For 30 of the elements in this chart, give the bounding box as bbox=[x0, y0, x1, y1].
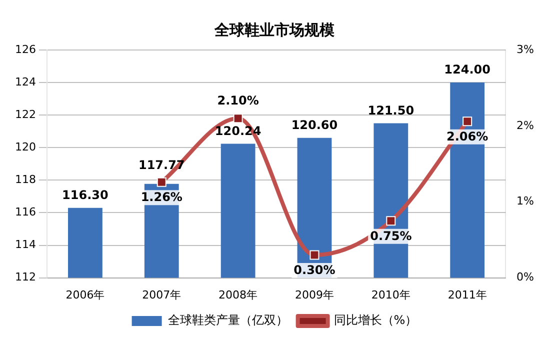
x-tick-label: 2008年 bbox=[218, 288, 258, 302]
y-tick-label: 120 bbox=[14, 140, 36, 154]
y2-tick-label: 2% bbox=[516, 118, 534, 132]
x-tick-label: 2007年 bbox=[142, 288, 182, 302]
y-tick-label: 118 bbox=[14, 173, 36, 186]
y-tick-label: 126 bbox=[14, 42, 36, 56]
y-tick-label: 116 bbox=[14, 206, 36, 219]
y2-tick-label: 3% bbox=[516, 42, 534, 56]
data-label: 1.26% bbox=[140, 190, 182, 204]
y-tick-label: 112 bbox=[14, 270, 36, 284]
x-tick-label: 2010年 bbox=[371, 288, 410, 302]
data-label: 124.00 bbox=[444, 62, 490, 77]
y-tick-label: 114 bbox=[14, 238, 36, 252]
x-tick-label: 2011年 bbox=[448, 288, 487, 302]
x-tick-label: 2009年 bbox=[294, 288, 334, 302]
data-label: 0.75% bbox=[370, 228, 412, 243]
y2-tick-label: 0% bbox=[516, 270, 534, 284]
legend-label: 全球鞋类产量（亿双） bbox=[168, 313, 288, 328]
data-label: 121.50 bbox=[368, 103, 414, 118]
y2-tick-label: 1% bbox=[516, 194, 534, 208]
y-tick-label: 124 bbox=[14, 75, 36, 88]
data-label: 120.60 bbox=[291, 118, 338, 132]
chart-title: 全球鞋业市场规模 bbox=[214, 20, 336, 39]
legend-label: 同比增长（%） bbox=[334, 313, 418, 328]
data-label: 2.06% bbox=[446, 130, 488, 144]
y-tick-label: 122 bbox=[14, 108, 36, 121]
data-label: 116.30 bbox=[62, 188, 108, 202]
data-label: 0.30% bbox=[294, 263, 336, 278]
x-tick-label: 2006年 bbox=[66, 288, 105, 302]
data-label: 2.10% bbox=[217, 93, 259, 108]
